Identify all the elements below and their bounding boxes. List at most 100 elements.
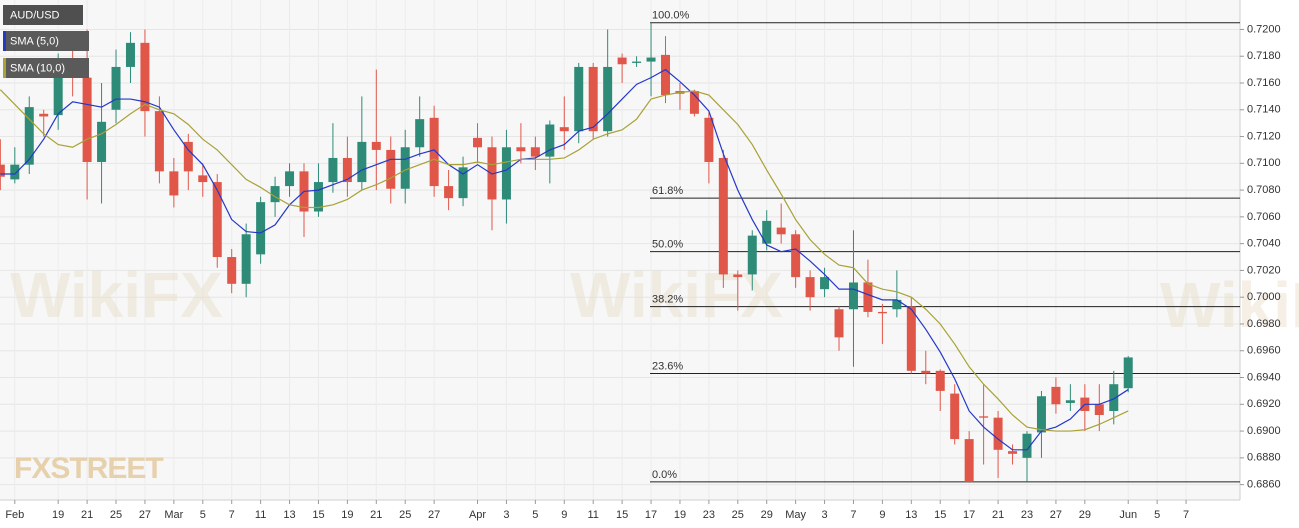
fib-label: 38.2% [652, 293, 683, 305]
candle-body [906, 306, 916, 371]
x-tick-label: 29 [761, 509, 773, 521]
candle-body [559, 127, 569, 132]
legend-label: SMA (10,0) [10, 62, 65, 74]
legend-box [3, 5, 83, 25]
x-tick-label: 17 [963, 509, 975, 521]
y-tick-label: 0.6980 [1247, 318, 1281, 330]
x-tick-label: 21 [81, 509, 93, 521]
x-tick-label: Apr [469, 509, 486, 521]
candle-body [530, 147, 540, 157]
fib-label: 50.0% [652, 239, 683, 251]
candle-body [993, 417, 1003, 450]
fib-label: 100.0% [652, 10, 690, 22]
candle-body [1065, 400, 1075, 403]
candle-body [516, 147, 526, 152]
y-tick-label: 0.7160 [1247, 77, 1281, 89]
sma-line [0, 89, 1129, 432]
legend-box [3, 58, 89, 78]
plot-background [0, 0, 1240, 500]
candle-body [820, 277, 830, 290]
candle-body [747, 235, 757, 275]
candle-body [689, 91, 699, 114]
y-tick-label: 0.7000 [1247, 291, 1281, 303]
legend-box [3, 31, 89, 51]
candle-body [1008, 451, 1018, 454]
candle-body [574, 66, 584, 132]
x-tick-label: 25 [110, 509, 122, 521]
candle-body [169, 171, 179, 196]
x-tick-label: 11 [255, 509, 266, 521]
x-tick-label: 23 [1021, 509, 1033, 521]
candle-body [125, 42, 135, 67]
candle-body [256, 202, 266, 255]
y-tick-label: 0.7140 [1247, 104, 1281, 116]
x-tick-label: 17 [645, 509, 657, 521]
candle-body [848, 282, 858, 310]
x-tick-label: 11 [587, 509, 598, 521]
candle-body [1109, 384, 1119, 411]
candle-body [400, 147, 410, 189]
watermark: WikiFX [570, 259, 783, 331]
candle-body [24, 107, 34, 165]
candle-body [241, 234, 251, 284]
y-tick-label: 0.7180 [1247, 50, 1281, 62]
x-tick-label: 13 [283, 509, 295, 521]
candle-body [458, 167, 468, 199]
candle-body [892, 299, 902, 310]
fib-label: 0.0% [652, 469, 677, 481]
x-tick-label: 15 [934, 509, 946, 521]
x-tick-label: 7 [850, 509, 856, 521]
candle-body [661, 54, 670, 96]
candle-body [371, 141, 381, 150]
candle-body [791, 234, 801, 278]
x-tick-label: 5 [200, 509, 206, 521]
watermark: WikiFX [10, 259, 223, 331]
candle-body [718, 157, 728, 275]
candle-body [342, 157, 352, 183]
y-tick-label: 0.7040 [1247, 238, 1281, 250]
candle-body [1051, 386, 1061, 405]
x-tick-label: 19 [341, 509, 353, 521]
x-tick-label: 19 [674, 509, 686, 521]
candle-body [704, 117, 714, 162]
y-tick-label: 0.7080 [1247, 184, 1281, 196]
candle-body [415, 119, 425, 148]
y-tick-label: 0.6900 [1247, 425, 1281, 437]
x-tick-label: 13 [905, 509, 917, 521]
chart-title: AUD/USD [10, 9, 60, 21]
candle-body [863, 282, 873, 312]
candle-body [140, 42, 150, 112]
candle-body [39, 113, 49, 117]
x-tick-label: 5 [532, 509, 538, 521]
candle-body [646, 57, 656, 62]
candle-body [227, 257, 237, 284]
axis-background [1240, 0, 1299, 528]
y-tick-label: 0.6880 [1247, 452, 1281, 464]
fib-label: 23.6% [652, 360, 683, 372]
x-tick-label: Mar [164, 509, 183, 521]
x-tick-label: Feb [5, 509, 24, 521]
candle-body [313, 182, 323, 212]
candle-body [588, 66, 598, 132]
candle-body [1022, 433, 1032, 458]
candle-body [950, 393, 960, 440]
candle-body [935, 370, 945, 391]
x-tick-label: 29 [1079, 509, 1091, 521]
candle-body [632, 61, 642, 63]
candle-body [603, 66, 613, 132]
y-tick-label: 0.7020 [1247, 264, 1281, 276]
x-tick-label: 7 [229, 509, 235, 521]
x-tick-label: 21 [992, 509, 1004, 521]
y-tick-label: 0.6960 [1247, 345, 1281, 357]
legend-swatch [3, 58, 6, 78]
watermark: WikiFX [1160, 269, 1299, 341]
candle-body [776, 227, 786, 235]
watermarks: WikiFX WikiFX WikiFX [10, 259, 1299, 341]
sma-line [0, 68, 1129, 451]
candle-body [473, 137, 483, 148]
candle-body [357, 141, 367, 183]
candle-body [270, 186, 280, 203]
candle-body [212, 182, 222, 258]
